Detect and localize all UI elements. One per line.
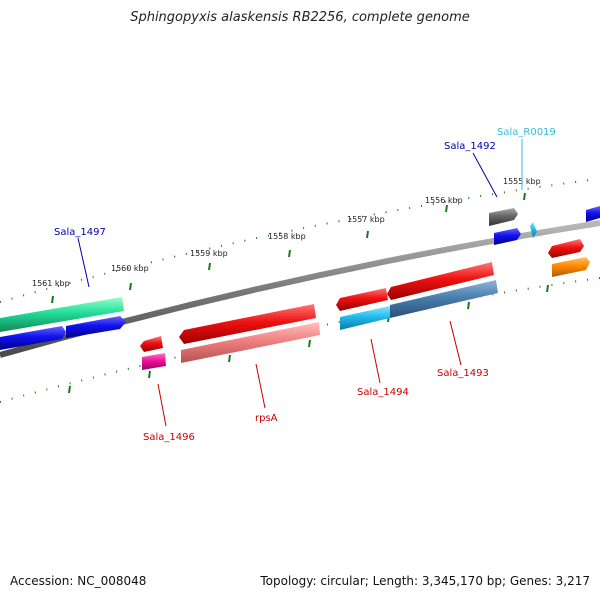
kbp-label-1557: 1557 kbp <box>347 215 385 224</box>
gene-label-rpsA[interactable]: rpsA <box>255 413 278 424</box>
kbp-label-1560: 1560 kbp <box>111 264 149 273</box>
gene-block-sala-1497[interactable] <box>0 297 124 332</box>
gene-label-sala-1497[interactable]: Sala_1497 <box>54 227 106 238</box>
accession-text: Accession: NC_008048 <box>10 574 147 588</box>
gene-block-sala-1493-upper[interactable] <box>387 262 494 300</box>
gene-block-rpsA-upper[interactable] <box>179 304 316 344</box>
map-title: Sphingopyxis alaskensis RB2256, complete… <box>130 10 470 25</box>
outer-tick-ring <box>0 179 591 303</box>
major-ticks <box>51 192 526 304</box>
gene-block-sala-1496-upper[interactable] <box>140 336 163 352</box>
gene-block-sala-1496[interactable] <box>142 353 166 370</box>
kbp-label-1559: 1559 kbp <box>190 249 228 258</box>
gene-block-far-right-blue[interactable] <box>586 206 600 222</box>
kbp-label-1558: 1558 kbp <box>268 232 306 241</box>
gene-block-gray[interactable] <box>489 208 518 226</box>
inner-major-ticks <box>68 284 549 394</box>
gene-block-sala-1493[interactable] <box>390 280 498 318</box>
topology-text: Topology: circular; Length: 3,345,170 bp… <box>260 574 590 588</box>
gene-block-sala-1494[interactable] <box>340 306 390 330</box>
gene-block-sala-1494-upper[interactable] <box>336 288 388 311</box>
gene-label-sala-1493[interactable]: Sala_1493 <box>437 368 489 379</box>
gene-label-sala-1496[interactable]: Sala_1496 <box>143 432 195 443</box>
gene-block-left-blue-2[interactable] <box>66 316 126 338</box>
gene-label-sala-1492[interactable]: Sala_1492 <box>444 141 496 152</box>
gene-block-rpsA[interactable] <box>181 322 320 363</box>
gene-label-sala-r0019[interactable]: Sala_R0019 <box>497 127 556 138</box>
forward-strand-genes <box>0 206 600 370</box>
gene-block-sala-r0019[interactable] <box>530 222 537 238</box>
inner-tick-ring <box>0 277 600 403</box>
gene-block-right-orange[interactable] <box>552 257 590 277</box>
kbp-label-1556: 1556 kbp <box>425 196 463 205</box>
gene-block-sala-1492[interactable] <box>494 228 521 245</box>
label-connectors <box>77 139 523 427</box>
kbp-label-1561: 1561 kbp <box>32 279 70 288</box>
gene-block-left-blue-1[interactable] <box>0 326 66 350</box>
gene-block-right-red[interactable] <box>548 239 584 258</box>
gene-label-sala-1494[interactable]: Sala_1494 <box>357 387 409 398</box>
